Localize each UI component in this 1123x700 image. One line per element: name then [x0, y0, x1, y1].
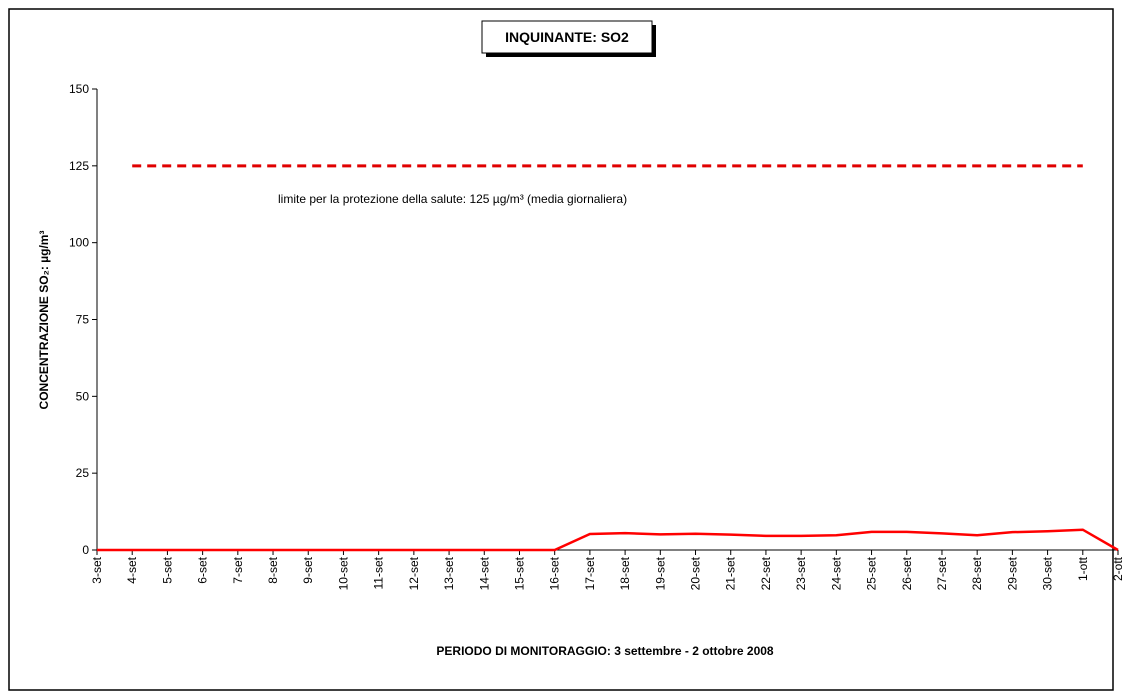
y-tick-label: 25 [76, 466, 90, 480]
x-tick-label: 26-set [900, 556, 914, 590]
x-tick-label: 9-set [301, 556, 315, 583]
x-tick-label: 27-set [935, 556, 949, 590]
x-tick-label: 21-set [724, 556, 738, 590]
chart-title: INQUINANTE: SO2 [505, 29, 629, 45]
x-tick-label: 30-set [1041, 556, 1055, 590]
x-tick-label: 25-set [865, 556, 879, 590]
x-tick-label: 3-set [90, 556, 104, 583]
x-tick-label: 17-set [583, 556, 597, 590]
x-tick-label: 19-set [653, 556, 667, 590]
x-tick-label: 16-set [548, 556, 562, 590]
y-tick-label: 0 [82, 543, 89, 557]
annotation: limite per la protezione della salute: 1… [278, 192, 627, 206]
x-tick-label: 10-set [336, 556, 350, 590]
x-tick-label: 2-ott [1111, 556, 1123, 581]
y-tick-label: 75 [76, 313, 90, 327]
x-tick-label: 8-set [266, 556, 280, 583]
x-tick-label: 13-set [442, 556, 456, 590]
x-tick-label: 23-set [794, 556, 808, 590]
y-tick-label: 50 [76, 389, 90, 403]
x-tick-label: 12-set [407, 556, 421, 590]
x-tick-label: 18-set [618, 556, 632, 590]
chart-border [8, 8, 1114, 691]
x-tick-label: 28-set [970, 556, 984, 590]
x-tick-label: 15-set [512, 556, 526, 590]
y-tick-label: 100 [69, 236, 89, 250]
data-line [97, 528, 1119, 552]
x-tick-label: 29-set [1005, 556, 1019, 590]
title-box [481, 20, 653, 54]
y-axis-label: CONCENTRAZIONE SO₂: µg/m³ [37, 231, 51, 410]
x-tick-label: 7-set [231, 556, 245, 583]
y-tick-label: 125 [69, 159, 89, 173]
x-tick-label: 5-set [160, 556, 174, 583]
x-tick-label: 20-set [689, 556, 703, 590]
y-tick-label: 150 [69, 82, 89, 96]
x-tick-label: 11-set [372, 556, 386, 589]
x-tick-label: 1-ott [1076, 556, 1090, 581]
x-tick-label: 4-set [125, 556, 139, 583]
x-tick-label: 14-set [477, 556, 491, 590]
x-tick-label: 22-set [759, 556, 773, 590]
x-tick-label: 24-set [829, 556, 843, 590]
x-axis-label: PERIODO DI MONITORAGGIO: 3 settembre - 2… [436, 644, 774, 658]
x-tick-label: 6-set [196, 556, 210, 583]
